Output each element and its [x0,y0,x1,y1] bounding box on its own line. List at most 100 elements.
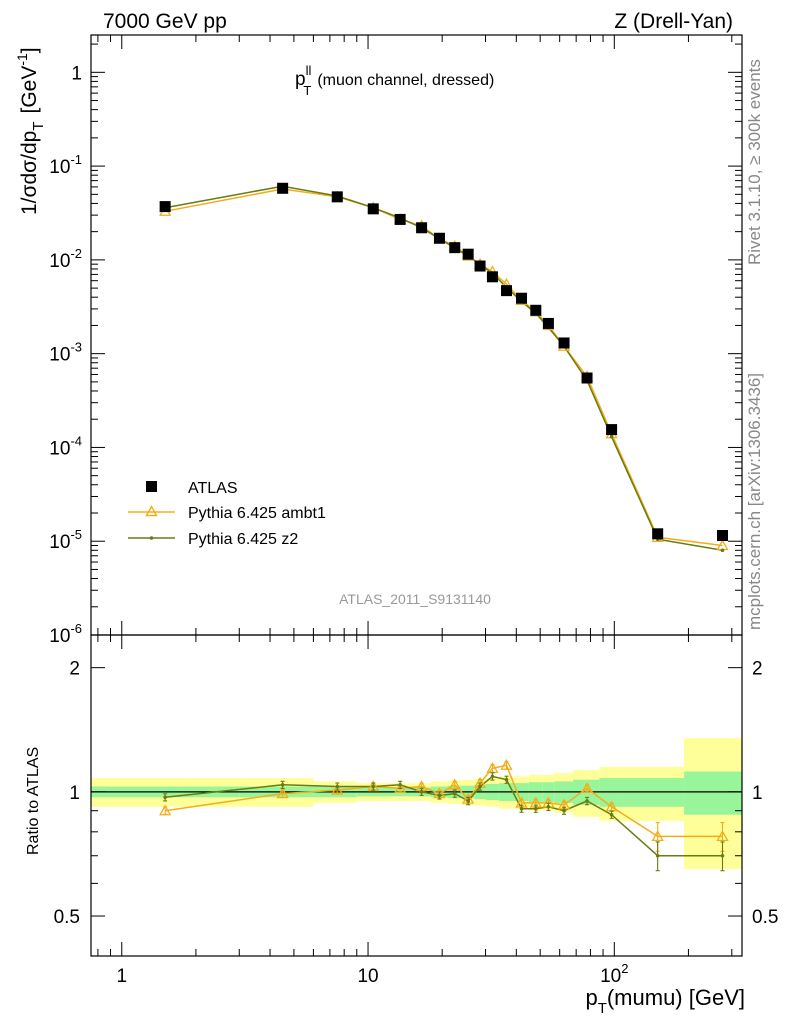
x-tick-label: 102 [600,961,628,987]
y-tick-label-main: 10-6 [49,621,82,647]
atlas-marker [416,222,428,234]
main-title: pll T (muon channel, dressed) [295,63,494,98]
ratio-z2-marker [546,804,551,809]
main-title-sup: ll [306,63,312,78]
ratio-ambt1-marker [276,787,289,799]
main-series [159,182,729,553]
band-inner [684,771,742,815]
y-tick-label-main: 10-5 [49,527,82,553]
ratio-ambt1-marker [500,758,513,770]
main-title-sub: T [303,83,311,98]
ratio-z2-marker [478,784,482,789]
ratio-ambt1-marker [394,781,407,793]
atlas-marker [501,285,513,297]
ratio-z2-marker [720,853,725,858]
y-tick-label-ratio: 2 [69,659,80,680]
x-tick-label: 1 [116,966,127,987]
header-right: Z (Drell-Yan) [614,10,733,33]
ratio-z2-marker [534,806,538,811]
ratio-z2-marker [398,783,402,787]
atlas-marker [581,372,593,384]
ratio-z2-marker [335,784,340,789]
ratio-z2-marker [437,793,442,798]
atlas-marker [542,317,554,329]
y-tick-label-ratio: 0.5 [54,907,80,928]
ratio-z2-marker [585,799,589,803]
atlas-marker [277,182,289,194]
ratio-z2-marker [163,795,167,800]
main-ylabel-unit-close: ] [18,47,41,53]
y-tick-label-ratio-right: 0.5 [752,907,778,928]
atlas-marker [558,337,570,349]
ratio-ambt1-marker [716,830,729,842]
atlas-marker [606,424,618,436]
x-tick-label: 10 [357,966,378,987]
ratio-z2-marker [371,784,376,789]
ratio-plot-frame [90,634,743,957]
legend-z2-label: Pythia 6.425 z2 [188,531,298,548]
mcplots-label: mcplots.cern.ch [arXiv:1306.3436] [745,373,764,630]
analysis-id: ATLAS_2011_S9131140 [339,591,491,607]
legend: ATLAS Pythia 6.425 ambt1 Pythia 6.425 z2 [128,480,326,548]
atlas-marker [474,260,486,272]
ratio-z2-marker [280,783,285,787]
ratio-z2-marker [419,790,424,794]
atlas-marker [717,530,729,542]
main-title-p: p [295,69,306,90]
ratio-ambt1-marker [331,783,344,795]
legend-z2-marker [149,536,154,540]
y-tick-label-ratio: 1 [69,783,80,804]
ratio-z2-marker [504,777,509,782]
z2-marker [609,434,614,439]
ratio-z2-marker [466,799,470,803]
ratio-z2-marker [655,853,660,858]
axis-ticks [91,35,742,956]
main-ylabel-text: 1/σdσ/dp [18,131,41,215]
xlabel: pT(mumu) [GeV] [585,985,745,1017]
atlas-marker [449,242,461,254]
y-tick-label-main: 1 [71,63,82,84]
legend-ambt1-label: Pythia 6.425 ambt1 [188,505,326,522]
y-tick-label-main: 10-3 [49,340,82,366]
y-tick-label-ratio-right: 1 [752,783,763,804]
atlas-marker [433,232,445,244]
ratio-series [159,758,729,872]
ratio-z2-marker [609,812,614,817]
atlas-marker [159,201,171,213]
atlas-marker [652,528,664,540]
tick-labels: 10-6 10-5 10-4 10-3 10-2 10-1 1 1 10 102 0.5 0.5 1 1 2… [49,63,778,987]
main-title-rest: (muon channel, dressed) [317,72,494,89]
atlas-marker [394,213,406,225]
y-tick-label-ratio-right: 2 [752,659,763,680]
ratio-uncertainty-bands [91,738,742,870]
main-ylabel-sub: T [30,122,47,131]
ratio-z2-marker [562,808,566,813]
ratio-ylabel: Ratio to ATLAS [25,747,42,855]
ratio-ambt1-marker [159,804,172,816]
xlabel-rest: (mumu) [GeV] [607,985,745,1010]
atlas-marker [462,248,474,260]
rivet-label: Rivet 3.1.10, ≥ 300k events [745,59,764,265]
atlas-marker [331,191,343,203]
main-ylabel: 1/σdσ/dpT [GeV-1] [14,47,47,215]
y-tick-label-main: 10-4 [49,433,82,459]
ratio-ambt1-marker [448,778,461,790]
legend-atlas-label: ATLAS [188,480,238,497]
atlas-marker [486,271,498,283]
legend-ambt1-marker [145,505,158,517]
y-tick-label-main: 10-1 [49,152,82,178]
ratio-ambt1-marker [580,781,594,793]
z2-marker [720,548,725,553]
header-left: 7000 GeV pp [103,10,227,33]
legend-atlas-marker [146,481,157,492]
main-ylabel-unit-sup: -1 [14,53,30,66]
ratio-ambt1-marker [651,830,664,842]
atlas-marker [516,292,528,304]
ratio-z2-marker [490,774,495,779]
xlabel-sub: T [598,1000,607,1017]
ratio-z2-marker [452,791,457,796]
main-ylabel-unit-open: [GeV [18,66,41,114]
xlabel-p: p [585,985,597,1010]
ratio-z2-line [165,775,723,857]
